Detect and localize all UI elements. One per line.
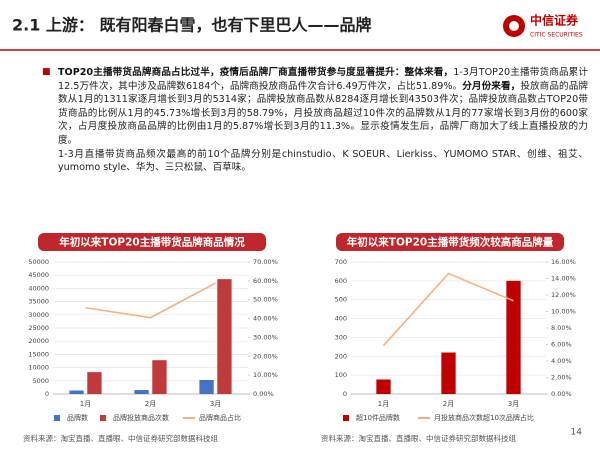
y-tick-label: 300	[335, 333, 347, 341]
text-bold: TOP20主播带货品牌商品占比过半，疫情后品牌厂商直播带货参与度显著提升：整体来…	[58, 67, 454, 78]
bar	[87, 372, 102, 394]
y2-tick-label: 8.00%	[551, 324, 572, 332]
slide-title: 2.1 上游： 既有阳春白雪，也有下里巴人——品牌	[12, 16, 372, 35]
legend-label: 品牌投放商品次数	[113, 413, 169, 422]
y-tick-label: 20000	[28, 337, 49, 345]
y2-tick-label: 16.00%	[551, 258, 576, 266]
y2-tick-label: 50.00%	[253, 296, 278, 304]
x-tick-label: 2月	[443, 400, 454, 408]
y-tick-label: 400	[335, 315, 347, 323]
legend-swatch	[343, 415, 349, 421]
y-tick-label: 30000	[28, 311, 49, 319]
bar	[506, 280, 521, 394]
y-tick-label: 25000	[28, 324, 49, 332]
text: 1-3月TOP20主播带货商品累计12.5万件次，其中涉及品牌数6184个，品牌…	[58, 67, 588, 92]
y2-tick-label: 4.00%	[551, 357, 572, 365]
y-tick-label: 35000	[28, 298, 49, 306]
y-tick-label: 15000	[28, 350, 49, 358]
y2-tick-label: 14.00%	[551, 275, 576, 283]
x-tick-label: 3月	[508, 400, 519, 408]
y2-tick-label: 2.00%	[551, 374, 572, 382]
x-tick-label: 1月	[80, 400, 91, 408]
bar	[441, 352, 456, 394]
y-tick-label: 10000	[28, 364, 49, 372]
legend-label: 品牌商品占比	[199, 413, 241, 422]
line	[382, 272, 514, 347]
bar	[152, 360, 167, 394]
body-text: TOP20主播带货品牌商品占比过半，疫情后品牌厂商直播带货参与度显著提升：整体来…	[58, 66, 588, 175]
legend-swatch	[54, 415, 60, 421]
y2-tick-label: 70.00%	[253, 258, 278, 266]
y2-tick-label: 0.00%	[551, 390, 572, 398]
y-tick-label: 200	[335, 352, 347, 360]
y-tick-label: 0	[45, 390, 49, 398]
bar	[134, 390, 149, 394]
bar	[376, 379, 391, 394]
y-tick-label: 700	[335, 258, 347, 266]
y-tick-label: 0	[343, 390, 347, 398]
y2-tick-label: 0.00%	[253, 390, 274, 398]
y2-tick-label: 10.00%	[253, 371, 278, 379]
y2-tick-label: 20.00%	[253, 352, 278, 360]
y-tick-label: 40000	[28, 284, 49, 292]
y-tick-label: 100	[335, 371, 347, 379]
y2-tick-label: 60.00%	[253, 277, 278, 285]
logo-text: 中信证券	[530, 13, 579, 28]
chart-title-banner	[38, 233, 266, 251]
y-tick-label: 500	[335, 296, 347, 304]
legend-label: 超10件品牌数	[356, 413, 400, 422]
y2-tick-label: 40.00%	[253, 315, 278, 323]
chart-title: 年初以来TOP20主播带货频次较高商品牌量	[347, 236, 554, 249]
bar	[217, 279, 232, 394]
y2-tick-label: 30.00%	[253, 333, 278, 341]
chart-source: 资料来源：淘宝直播、直播眼、中信证券研究部数据科技组	[321, 433, 516, 443]
text: 投放商品的品牌数从1月的1311家逐月增长到3月的5314家；品牌投放商品数从8…	[58, 80, 588, 146]
logo-text-en: CITIC SECURITIES	[530, 32, 583, 39]
legend-label: 月投放商品次数超10次品牌占比	[434, 413, 534, 422]
legend-label: 品牌数	[67, 413, 88, 422]
y-tick-label: 50000	[28, 258, 49, 266]
y-tick-label: 600	[335, 277, 347, 285]
x-tick-label: 2月	[145, 400, 156, 408]
chart-title: 年初以来TOP20主播带货品牌商品情况	[59, 236, 245, 249]
text: 1-3月直播带货商品频次最高的前10个品牌分别是chinstudio、K SOE…	[58, 148, 588, 174]
legend-swatch	[100, 415, 106, 421]
y-tick-label: 45000	[28, 271, 49, 279]
x-tick-label: 3月	[210, 400, 221, 408]
logo-icon-inner	[509, 21, 519, 31]
line	[85, 282, 216, 319]
bar	[69, 390, 84, 394]
text-bold: 分月份来看，	[462, 80, 521, 92]
y2-tick-label: 6.00%	[551, 341, 572, 349]
bar	[199, 379, 214, 394]
y2-tick-label: 10.00%	[551, 308, 576, 316]
y2-tick-label: 12.00%	[551, 291, 576, 299]
chart-source: 资料来源：淘宝直播、直播眼、中信证券研究部数据科技组	[23, 433, 218, 443]
bullet: ■	[42, 67, 51, 77]
y-tick-label: 5000	[32, 377, 49, 385]
page-number: 14	[571, 428, 583, 438]
x-tick-label: 1月	[378, 400, 389, 408]
chart-title-banner	[336, 233, 564, 251]
